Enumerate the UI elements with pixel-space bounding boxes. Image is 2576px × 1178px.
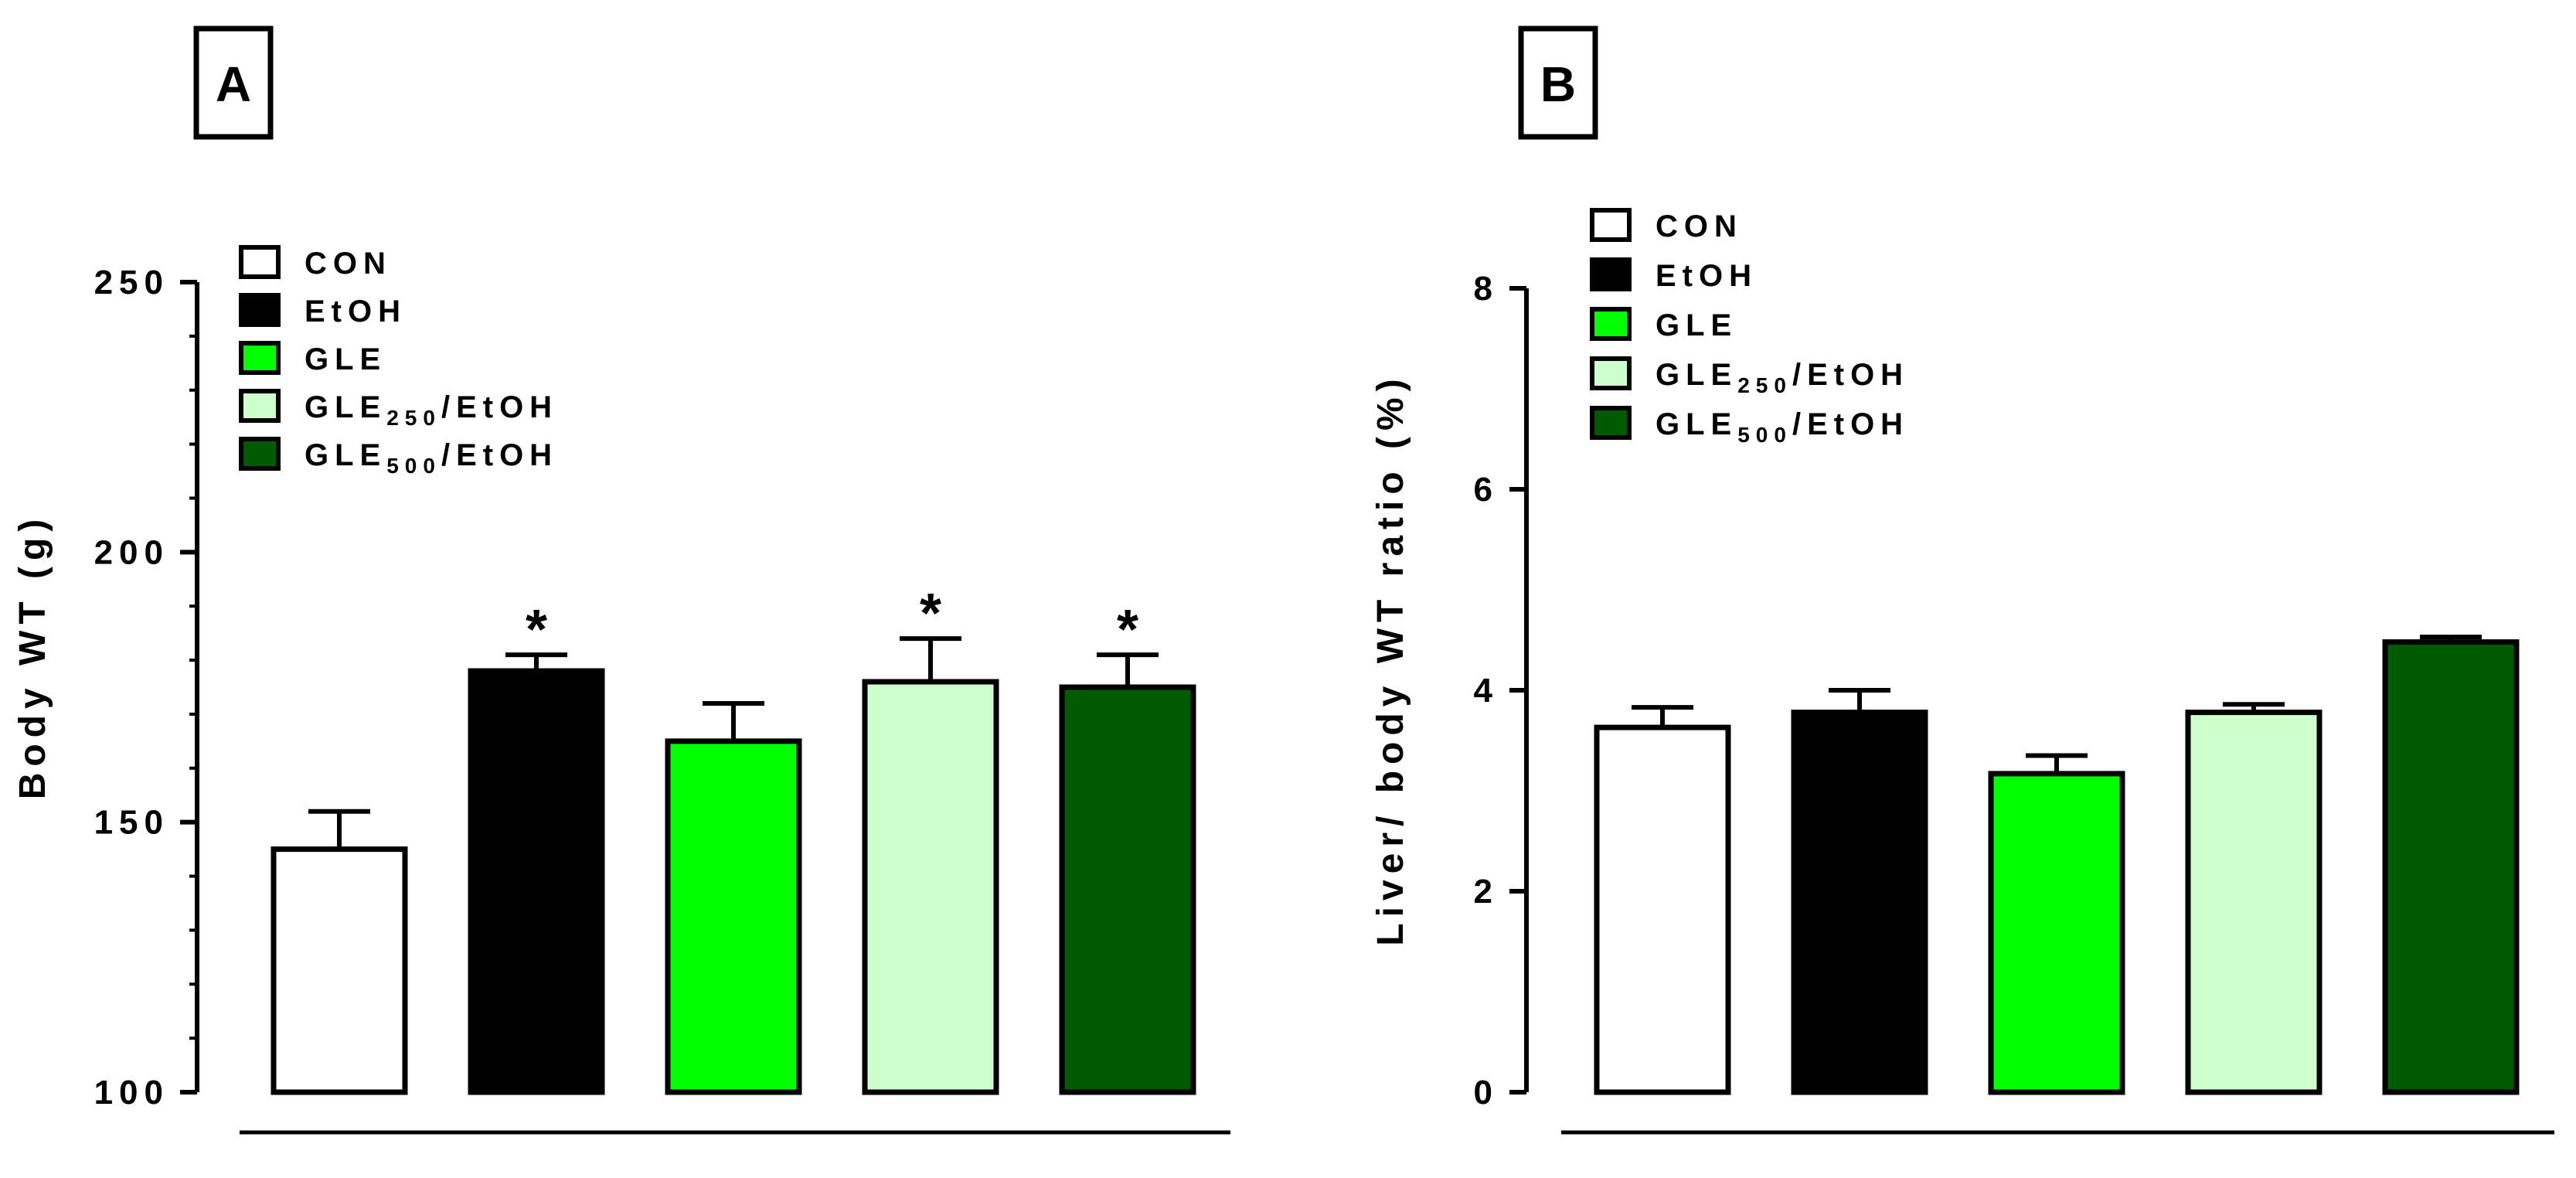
legend-item: EtOH bbox=[239, 293, 407, 329]
legend-swatch bbox=[1590, 307, 1632, 341]
bar bbox=[2185, 710, 2322, 1095]
legend-swatch bbox=[1590, 406, 1632, 440]
bar bbox=[862, 679, 999, 1095]
legend-swatch bbox=[1590, 208, 1632, 242]
bar-group-5: * bbox=[1059, 599, 1196, 1095]
y-axis-label: Body WT (g) bbox=[12, 513, 53, 800]
legend-label: GLE bbox=[1656, 308, 1737, 342]
legend-label-subscript: 250 bbox=[386, 406, 441, 430]
legend-label-suffix: /EtOH bbox=[441, 390, 558, 424]
legend-label: GLE500/EtOH bbox=[1656, 407, 1909, 447]
legend-label: GLE500/EtOH bbox=[305, 438, 558, 478]
y-tick-label: 200 bbox=[94, 533, 169, 571]
significance-star: * bbox=[1117, 599, 1138, 661]
y-tick-label: 150 bbox=[94, 804, 169, 842]
legend-label: EtOH bbox=[305, 294, 407, 329]
y-tick-label: 8 bbox=[1474, 270, 1499, 308]
legend-label: GLE250/EtOH bbox=[305, 390, 558, 430]
legend-label-main: CON bbox=[1656, 209, 1743, 243]
y-tick-label: 100 bbox=[94, 1074, 169, 1112]
legend-item: CON bbox=[239, 245, 392, 281]
legend-label-subscript: 250 bbox=[1737, 373, 1792, 397]
bar bbox=[1988, 771, 2125, 1095]
legend-item: GLE500/EtOH bbox=[239, 437, 558, 478]
legend-label-suffix: /EtOH bbox=[441, 438, 558, 472]
legend-label-main: GLE bbox=[1656, 407, 1737, 441]
legend-label: CON bbox=[305, 247, 392, 281]
bar-group-2 bbox=[1791, 688, 1928, 1095]
legend-item: GLE250/EtOH bbox=[239, 389, 558, 430]
bar bbox=[1059, 684, 1196, 1095]
bar-group-3 bbox=[665, 700, 802, 1095]
bar bbox=[271, 846, 408, 1095]
panel-label: A bbox=[193, 26, 274, 140]
legend-item: GLE bbox=[239, 341, 386, 376]
bar bbox=[665, 738, 802, 1095]
y-tick-label: 6 bbox=[1474, 471, 1499, 509]
legend-label-main: GLE bbox=[305, 342, 386, 376]
y-tick-label: 4 bbox=[1474, 672, 1499, 710]
legend-item: GLE250/EtOH bbox=[1590, 356, 1909, 397]
legend-swatch bbox=[1590, 257, 1632, 291]
legend-label-main: EtOH bbox=[305, 294, 407, 329]
legend-item: CON bbox=[1590, 208, 1743, 243]
legend-label: CON bbox=[1656, 209, 1743, 243]
legend-label-main: EtOH bbox=[1656, 259, 1758, 293]
legend-item: GLE500/EtOH bbox=[1590, 406, 1909, 447]
chart-panel-b: B 0 2 4 6 8 Liver/ body WT ratio (%) CON EtOH GLE… bbox=[1370, 26, 2554, 1135]
legend-label-main: GLE bbox=[305, 390, 386, 424]
legend-label-main: GLE bbox=[1656, 358, 1737, 392]
y-axis-label: Liver/ body WT ratio (%) bbox=[1370, 373, 1411, 945]
bar-group-5 bbox=[2382, 635, 2520, 1095]
legend-label: GLE250/EtOH bbox=[1656, 358, 1909, 397]
panel-label: B bbox=[1518, 26, 1598, 140]
legend-label-subscript: 500 bbox=[386, 454, 441, 478]
panel-label-text: B bbox=[1540, 56, 1576, 112]
legend-label: EtOH bbox=[1656, 259, 1758, 293]
panel-label-box bbox=[1518, 26, 1598, 140]
legend-label-main: GLE bbox=[305, 438, 386, 472]
bar-group-3 bbox=[1988, 753, 2125, 1095]
bar bbox=[1791, 710, 1928, 1095]
y-tick-label: 2 bbox=[1474, 873, 1499, 911]
legend-label-main: CON bbox=[305, 247, 392, 281]
bar bbox=[468, 668, 605, 1095]
legend-swatch bbox=[239, 293, 281, 327]
bar-group-1 bbox=[1594, 705, 1731, 1095]
bar-group-4 bbox=[2185, 702, 2322, 1095]
legend-swatch bbox=[1590, 356, 1632, 390]
panel-label-box bbox=[193, 26, 274, 140]
bar bbox=[2382, 639, 2520, 1095]
bar-group-1 bbox=[271, 809, 408, 1095]
legend-label-suffix: /EtOH bbox=[1792, 407, 1909, 441]
legend-swatch bbox=[239, 389, 281, 423]
panel-label-text: A bbox=[216, 56, 251, 112]
legend-label: GLE bbox=[305, 342, 386, 376]
legend-item: EtOH bbox=[1590, 257, 1758, 293]
y-tick-label: 0 bbox=[1474, 1074, 1499, 1112]
legend-label-suffix: /EtOH bbox=[1792, 358, 1909, 392]
bar-group-4: * bbox=[862, 583, 999, 1095]
legend-swatch bbox=[239, 341, 281, 375]
legend-label-main: GLE bbox=[1656, 308, 1737, 342]
legend-swatch bbox=[239, 245, 281, 279]
significance-star: * bbox=[526, 599, 547, 661]
y-tick-label: 250 bbox=[94, 264, 169, 301]
legend-label-subscript: 500 bbox=[1737, 423, 1792, 447]
legend-swatch bbox=[239, 437, 281, 471]
significance-star: * bbox=[920, 583, 941, 645]
legend-item: GLE bbox=[1590, 307, 1737, 342]
bar-group-2: * bbox=[468, 599, 605, 1095]
bar bbox=[1594, 724, 1731, 1095]
